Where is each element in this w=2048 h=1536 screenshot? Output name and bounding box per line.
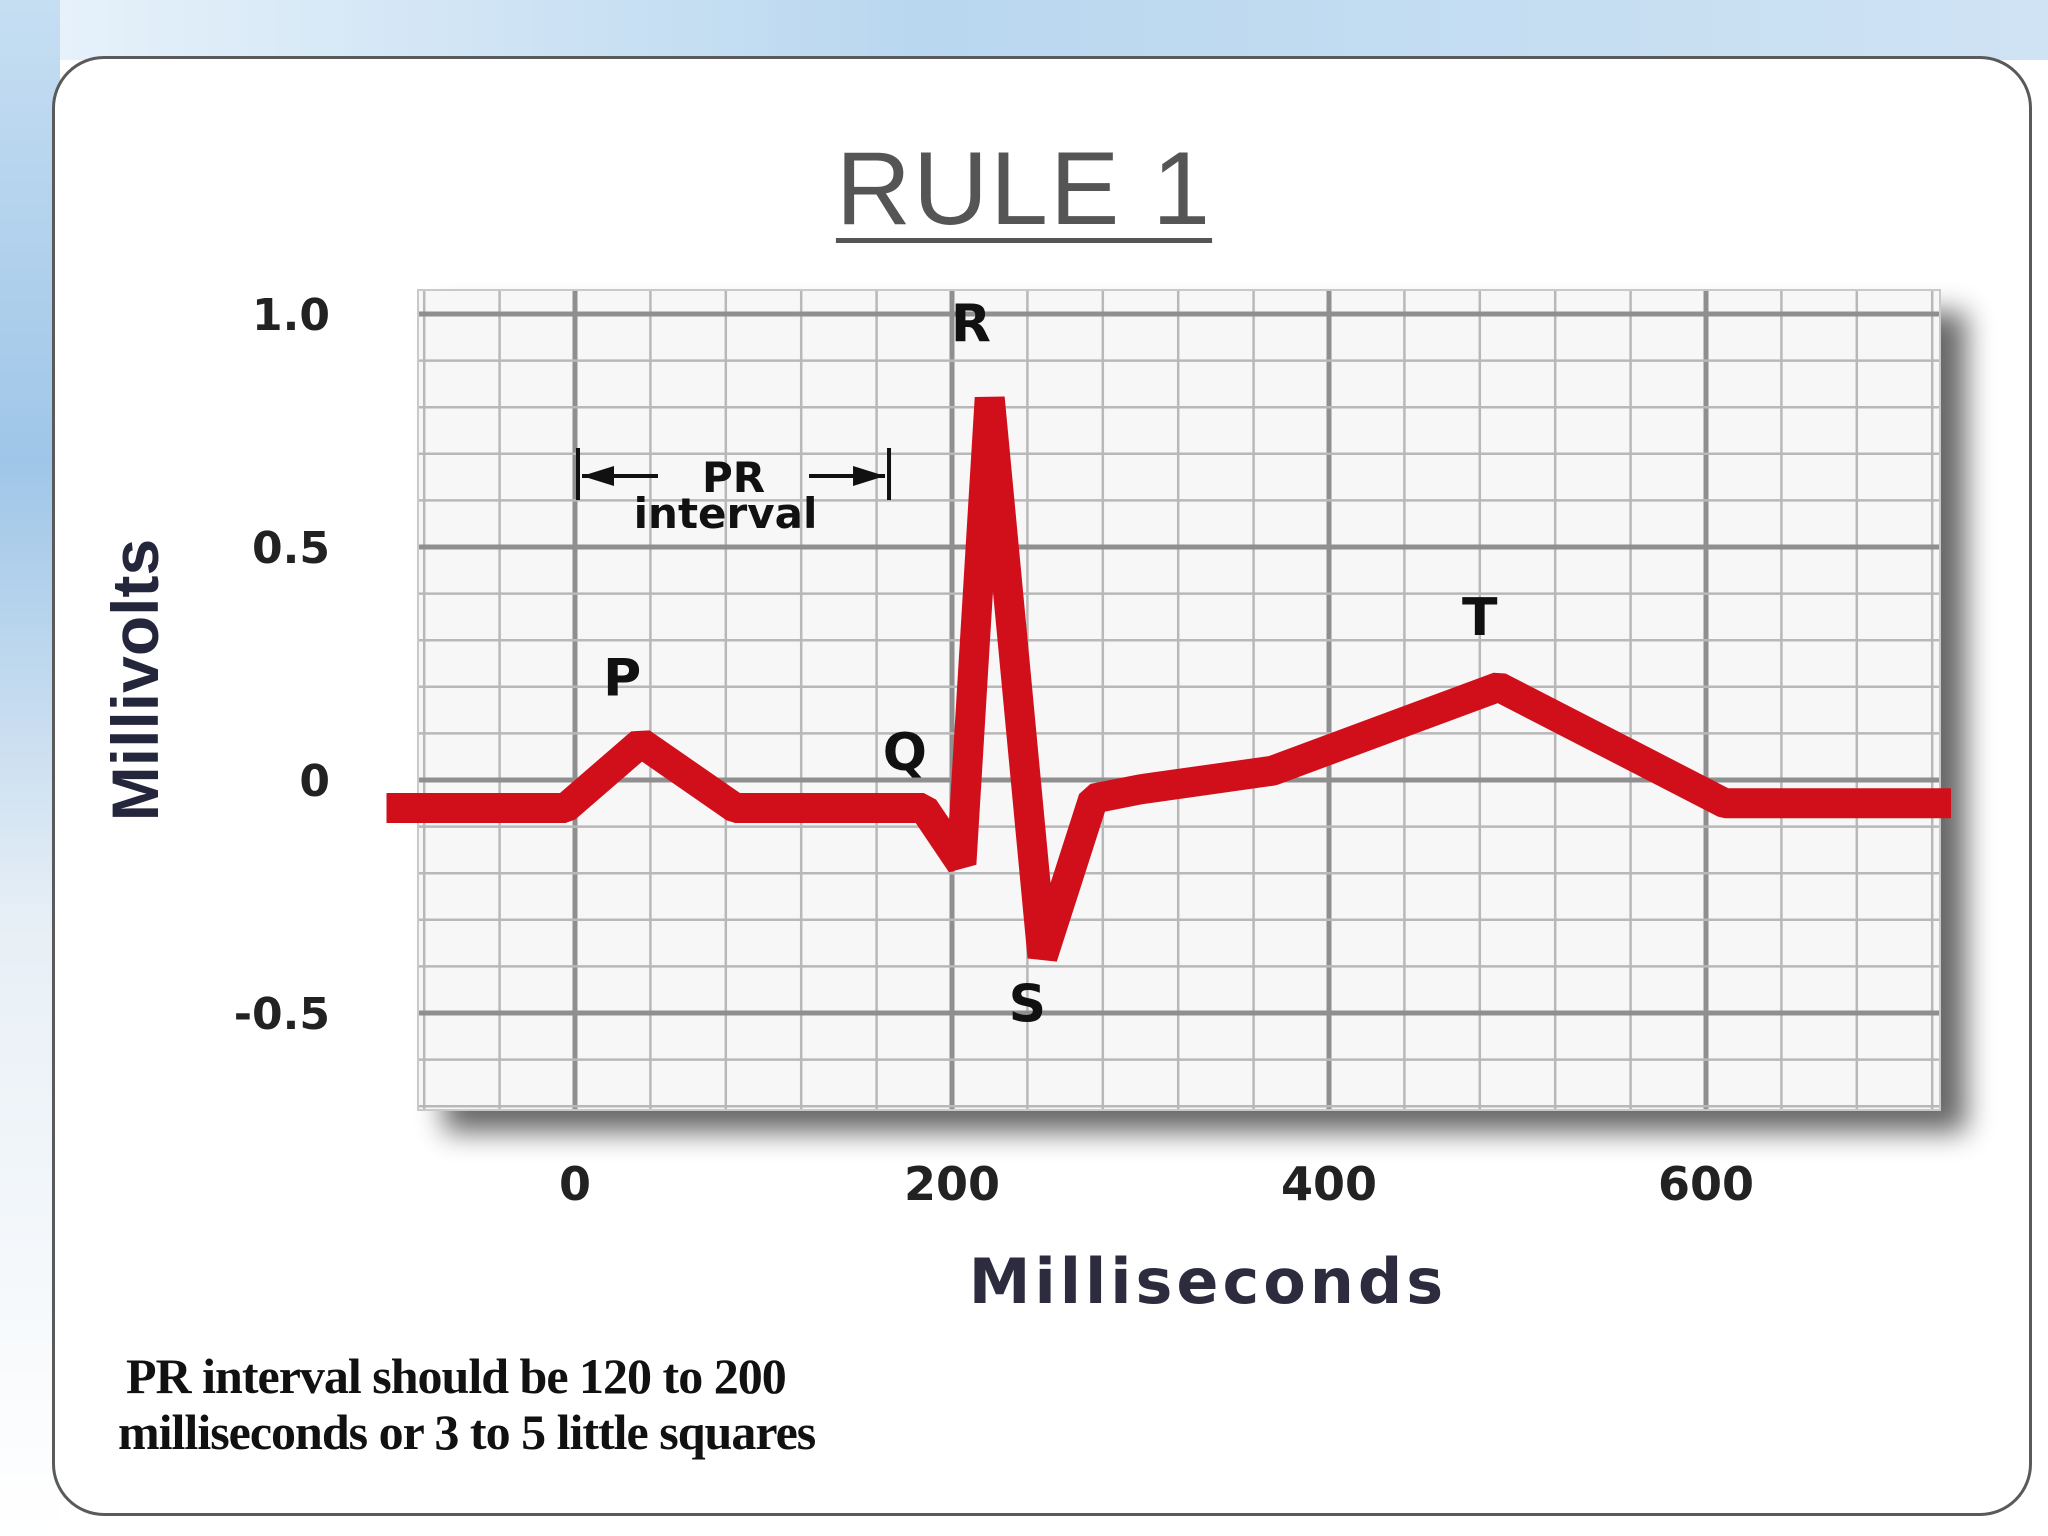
wave-label-r: R bbox=[951, 294, 991, 354]
pr-label: PR bbox=[702, 453, 765, 502]
y-tick-label: -0.5 bbox=[234, 989, 330, 1040]
pr-interval-label: interval bbox=[634, 489, 818, 538]
slide-left-band bbox=[0, 0, 60, 1536]
note-line-2: milliseconds or 3 to 5 little squares bbox=[118, 1404, 816, 1460]
y-tick-label: 1.0 bbox=[252, 290, 330, 341]
wave-label-s: S bbox=[1009, 975, 1046, 1035]
plot-border bbox=[417, 289, 1941, 1111]
note-line-1: PR interval should be 120 to 200 bbox=[126, 1348, 787, 1404]
x-tick-label: 0 bbox=[559, 1157, 591, 1211]
ecg-trace bbox=[386, 396, 1951, 962]
y-axis-label: Millivolts bbox=[98, 539, 172, 821]
y-tick-label: 0.5 bbox=[252, 523, 330, 574]
y-tick-labels: 1.0 0.5 0 -0.5 bbox=[234, 290, 330, 1040]
x-tick-label: 600 bbox=[1658, 1157, 1754, 1211]
wave-label-q: Q bbox=[883, 723, 927, 783]
pr-arrow-right-head bbox=[853, 466, 886, 486]
wave-labels: P Q R S T bbox=[603, 294, 1498, 1034]
wave-label-t: T bbox=[1462, 588, 1498, 648]
wave-label-p: P bbox=[603, 648, 641, 708]
pr-interval-note: PR interval should be 120 to 200 millise… bbox=[118, 1348, 1018, 1460]
x-tick-label: 400 bbox=[1281, 1157, 1377, 1211]
page-title: RULE 1 bbox=[0, 130, 2048, 249]
y-tick-label: 0 bbox=[299, 756, 330, 807]
pr-arrow-left-head bbox=[582, 466, 614, 486]
page-title-text: RULE 1 bbox=[835, 131, 1213, 247]
slide-top-band bbox=[0, 0, 2048, 60]
x-axis-label: Milliseconds bbox=[969, 1245, 1447, 1318]
x-tick-label: 200 bbox=[904, 1157, 1000, 1211]
x-tick-labels: 0 200 400 600 bbox=[559, 1157, 1754, 1211]
